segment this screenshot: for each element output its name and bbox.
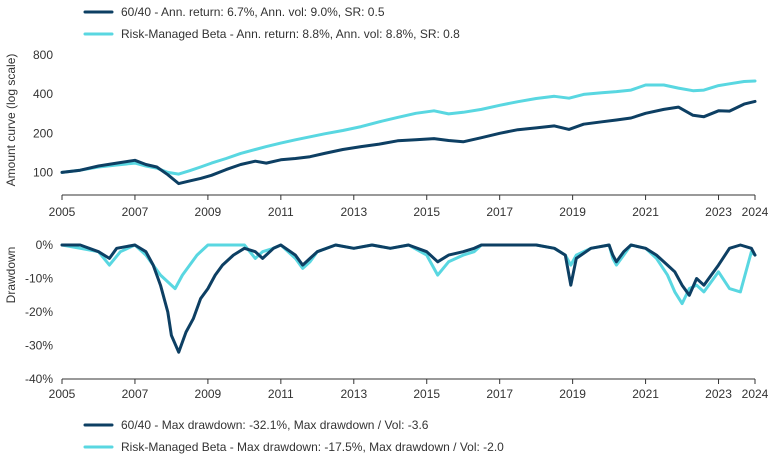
bottom-plot-lines xyxy=(60,243,757,354)
top-x-tick-label: 2017 xyxy=(486,205,513,219)
bottom-y-tick-label: -40% xyxy=(25,372,53,386)
top-x-tick-label: 2005 xyxy=(49,205,76,219)
bottom-x-tick-label: 2024 xyxy=(742,387,769,401)
bottom-x-tick-label: 2015 xyxy=(413,387,440,401)
bottom-x-axis: 2005 2007 2009 2011 2013 2015 2017 2019 2021 2023… xyxy=(49,378,769,401)
top-x-tick-label: 2024 xyxy=(742,205,769,219)
legend-label-sixty-forty-top: 60/40 - Ann. return: 6.7%, Ann. vol: 9.0… xyxy=(121,5,385,19)
top-x-tick-label: 2019 xyxy=(559,205,586,219)
bottom-x-tick-label: 2013 xyxy=(340,387,367,401)
top-series-line-risk-managed xyxy=(60,79,757,176)
bottom-x-tick-label: 2023 xyxy=(705,387,732,401)
top-y-axis-title: Amount curve (log scale) xyxy=(4,54,18,187)
bottom-legend: 60/40 - Max drawdown: -32.1%, Max drawdo… xyxy=(83,418,504,454)
top-x-tick-label: 2011 xyxy=(268,205,294,219)
bottom-y-axis-title: Drawdown xyxy=(4,247,18,304)
bottom-panel: Drawdown 0% -10% -20% -30% -40% 2005 2007 2009… xyxy=(4,238,769,401)
legend-label-risk-managed-top: Risk-Managed Beta - Ann. return: 8.8%, A… xyxy=(121,27,460,41)
top-y-tick-label: 200 xyxy=(33,126,53,140)
bottom-y-tick-label: -20% xyxy=(25,305,53,319)
bottom-series-line-sixty-forty xyxy=(60,243,757,354)
bottom-x-tick-label: 2021 xyxy=(632,387,659,401)
top-y-tick-label: 100 xyxy=(33,165,53,179)
top-y-axis-ticks: 100 200 400 800 xyxy=(33,48,53,179)
top-y-tick-label: 800 xyxy=(33,48,53,62)
bottom-y-axis-ticks: 0% -10% -20% -30% -40% xyxy=(25,238,53,386)
legend-label-risk-managed-bottom: Risk-Managed Beta - Max drawdown: -17.5%… xyxy=(121,440,504,454)
top-x-tick-label: 2023 xyxy=(705,205,732,219)
top-x-tick-label: 2007 xyxy=(122,205,149,219)
bottom-x-tick-label: 2005 xyxy=(49,387,76,401)
bottom-series-line-risk-managed xyxy=(60,243,757,306)
top-x-axis: 2005 2007 2009 2011 2013 2015 2017 2019 2021 2023… xyxy=(49,194,769,219)
legend-label-sixty-forty-bottom: 60/40 - Max drawdown: -32.1%, Max drawdo… xyxy=(121,418,429,432)
top-panel: Amount curve (log scale) 100 200 400 800 20… xyxy=(4,48,769,219)
top-series-line-sixty-forty xyxy=(60,99,757,186)
bottom-x-tick-label: 2007 xyxy=(122,387,149,401)
top-x-tick-label: 2015 xyxy=(413,205,440,219)
bottom-y-tick-label: -30% xyxy=(25,339,53,353)
top-legend: 60/40 - Ann. return: 6.7%, Ann. vol: 9.0… xyxy=(83,5,460,41)
top-x-tick-label: 2009 xyxy=(195,205,222,219)
top-plot-lines xyxy=(60,79,757,186)
top-x-tick-label: 2021 xyxy=(632,205,659,219)
bottom-x-tick-label: 2017 xyxy=(486,387,513,401)
top-y-tick-label: 400 xyxy=(33,87,53,101)
bottom-x-tick-label: 2019 xyxy=(559,387,586,401)
bottom-x-tick-label: 2011 xyxy=(268,387,294,401)
bottom-x-tick-label: 2009 xyxy=(195,387,222,401)
bottom-y-tick-label: -10% xyxy=(25,272,53,286)
bottom-y-tick-label: 0% xyxy=(36,238,54,252)
top-x-tick-label: 2013 xyxy=(340,205,367,219)
